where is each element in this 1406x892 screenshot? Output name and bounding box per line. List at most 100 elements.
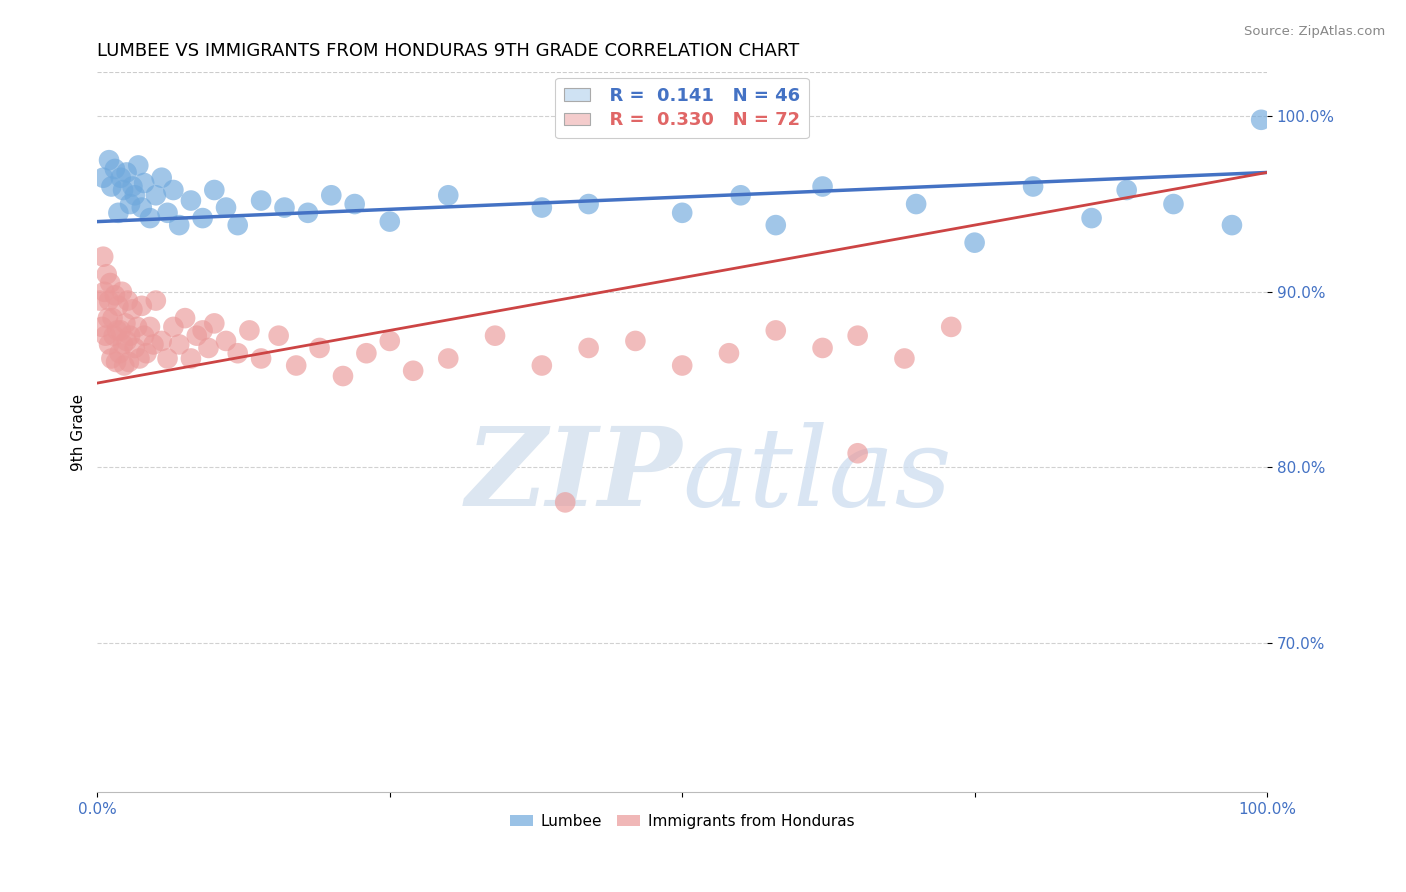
Point (139, 319, 162, 334)
Point (1115, 183, 1137, 197)
Point (191, 211, 214, 225)
Point (98, 293, 121, 308)
Point (437, 188, 460, 202)
Point (115, 165, 138, 179)
Point (905, 197, 928, 211)
Point (142, 337, 165, 351)
Point (150, 170, 173, 185)
Point (215, 201, 238, 215)
Text: LUMBEE VS IMMIGRANTS FROM HONDURAS 9TH GRADE CORRELATION CHART: LUMBEE VS IMMIGRANTS FROM HONDURAS 9TH G… (97, 42, 800, 60)
Point (156, 206, 179, 220)
Point (624, 334, 647, 348)
Point (332, 369, 354, 384)
Point (110, 323, 132, 337)
Point (484, 328, 506, 343)
Point (145, 188, 167, 202)
Point (202, 183, 225, 197)
Point (671, 359, 693, 373)
Point (941, 319, 963, 334)
Point (98, 276, 121, 290)
Point (145, 293, 167, 308)
Y-axis label: 9th Grade: 9th Grade (72, 393, 86, 471)
Point (98, 153, 121, 168)
Point (120, 197, 142, 211)
Point (167, 218, 190, 232)
Point (226, 218, 249, 232)
Point (267, 328, 290, 343)
Point (811, 179, 834, 194)
Point (96, 267, 118, 281)
Point (134, 328, 156, 343)
Point (437, 351, 460, 366)
Point (308, 341, 330, 355)
Point (273, 201, 295, 215)
Point (811, 341, 834, 355)
Point (114, 317, 136, 331)
Point (124, 341, 146, 355)
Point (127, 319, 149, 334)
Point (378, 334, 401, 348)
Legend: Lumbee, Immigrants from Honduras: Lumbee, Immigrants from Honduras (503, 807, 860, 835)
Point (91, 319, 114, 334)
Point (94, 328, 117, 343)
Point (120, 328, 142, 343)
Point (112, 183, 135, 197)
Point (530, 201, 553, 215)
Point (110, 170, 132, 185)
Point (402, 364, 425, 378)
Point (186, 328, 208, 343)
Point (100, 179, 122, 194)
Point (150, 334, 173, 348)
Text: atlas: atlas (682, 422, 952, 529)
Point (104, 288, 127, 302)
Point (162, 319, 184, 334)
Point (104, 161, 127, 176)
Point (108, 346, 131, 360)
Point (162, 183, 184, 197)
Point (191, 323, 214, 337)
Point (717, 346, 740, 360)
Point (91, 250, 114, 264)
Point (131, 201, 153, 215)
Point (765, 218, 787, 232)
Point (107, 299, 129, 313)
Point (578, 341, 600, 355)
Point (202, 317, 225, 331)
Point (97, 311, 120, 326)
Point (111, 285, 134, 299)
Point (530, 359, 553, 373)
Point (578, 197, 600, 211)
Point (112, 337, 135, 351)
Point (554, 495, 576, 509)
Point (180, 351, 202, 366)
Point (100, 351, 122, 366)
Point (134, 176, 156, 190)
Point (226, 346, 249, 360)
Point (846, 328, 869, 343)
Point (963, 235, 986, 250)
Point (180, 194, 202, 208)
Point (197, 341, 219, 355)
Text: Source: ZipAtlas.com: Source: ZipAtlas.com (1244, 25, 1385, 38)
Point (250, 194, 273, 208)
Point (121, 179, 143, 194)
Point (893, 351, 915, 366)
Point (238, 323, 260, 337)
Point (139, 211, 162, 225)
Point (1250, 112, 1272, 127)
Point (89, 293, 111, 308)
Point (115, 334, 138, 348)
Point (215, 334, 238, 348)
Point (107, 206, 129, 220)
Point (297, 206, 319, 220)
Point (112, 359, 135, 373)
Point (118, 355, 141, 369)
Point (321, 188, 343, 202)
Point (98, 337, 121, 351)
Point (131, 299, 153, 313)
Point (378, 214, 401, 228)
Point (356, 346, 378, 360)
Point (1220, 218, 1243, 232)
Point (846, 446, 869, 460)
Point (103, 328, 125, 343)
